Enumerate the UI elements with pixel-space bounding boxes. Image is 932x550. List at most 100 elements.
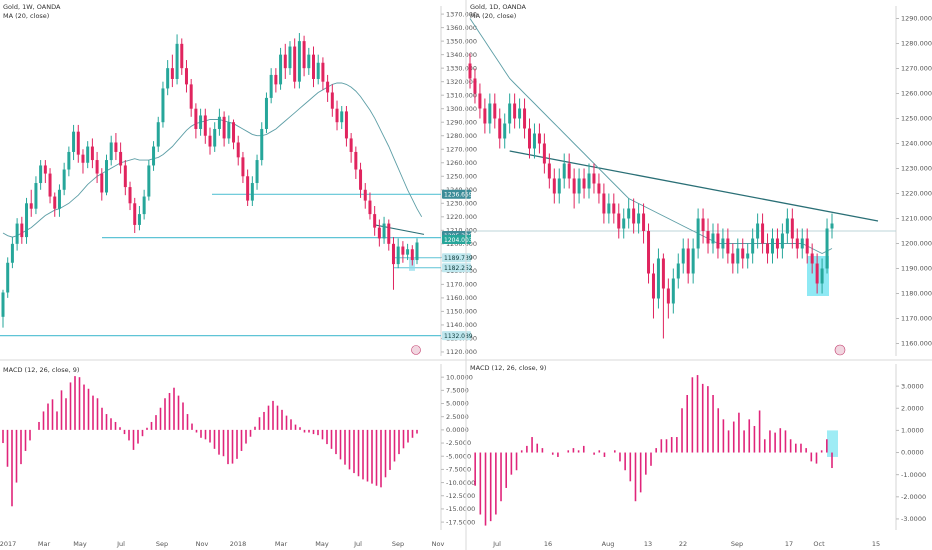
weekly-candle-body [156, 122, 160, 147]
weekly-tag-1182-bg [442, 263, 471, 273]
1-xtick-label: Sep [156, 540, 168, 548]
daily-candle-body [770, 238, 774, 254]
weekly-candle-body [184, 68, 188, 85]
daily-candle-body [795, 238, 799, 249]
daily-macd-panel: 3.0000 2.0000 1.0000 0.0000 -1.0000 -2.0000 -3… [474, 364, 926, 548]
1-ytick-label: -15.0000 [446, 505, 475, 513]
weekly-candle-body [29, 203, 33, 209]
0-ytick-label: 1330.000 [446, 64, 477, 72]
daily-candle-body [478, 93, 482, 109]
daily-candle-body [582, 178, 586, 189]
1-xtick-label: Sep [392, 540, 404, 548]
3-xtick-label: 17 [785, 540, 793, 548]
1-xtick-label: Nov [432, 540, 445, 548]
daily-candle-body [542, 143, 546, 164]
daily-candle-body [592, 173, 596, 184]
weekly-candle-body [391, 243, 395, 265]
daily-candle-body [632, 208, 636, 224]
weekly-candle-body [227, 122, 231, 139]
1-ytick-label: 7.5000 [446, 387, 469, 395]
0-ytick-label: 1210.000 [446, 227, 477, 235]
daily-price-panel: 1160.000 1170.000 1180.000 1190.000 1200.000… [465, 0, 932, 550]
weekly-candle-body [217, 116, 221, 129]
daily-candle-body [810, 253, 814, 264]
0-ytick-label: 1290.000 [446, 118, 477, 126]
2-ytick-label: 1250.000 [901, 115, 932, 123]
weekly-candle-body [95, 160, 99, 174]
2-ytick-label: 1170.000 [901, 315, 932, 323]
weekly-candle-body [128, 187, 132, 204]
3-ytick-label: 2.0000 [901, 404, 924, 412]
3-ytick-label: 0.0000 [901, 449, 924, 457]
weekly-candle-body [137, 214, 141, 225]
weekly-candle-body [241, 157, 245, 177]
daily-candle-body [726, 238, 730, 254]
3-ytick-label: -2.0000 [901, 493, 926, 501]
daily-candle-body [751, 238, 755, 254]
weekly-tag-1182: 1182.252 [444, 265, 473, 272]
weekly-candle-body [57, 189, 61, 209]
daily-candle-body [562, 163, 566, 179]
weekly-candle-body [373, 214, 377, 228]
weekly-tag-1204: 1204.003 [444, 237, 473, 244]
daily-candle-body [622, 218, 626, 229]
1-ytick-label: 5.0000 [446, 400, 469, 408]
weekly-candle-body [382, 223, 386, 239]
weekly-tag-1236: 1236.659 [444, 192, 473, 199]
0-ytick-label: 1340.000 [446, 51, 477, 59]
daily-candle-body [825, 228, 829, 269]
0-ytick-label: 1280.000 [446, 132, 477, 140]
weekly-candle-body [269, 74, 273, 98]
daily-candle-body [547, 163, 551, 179]
3-ytick-label: -1.0000 [901, 471, 926, 479]
weekly-candle-body [279, 54, 283, 85]
daily-candle-body [532, 133, 536, 149]
weekly-tag-1204-bg [442, 235, 471, 245]
weekly-candle-body [344, 111, 348, 139]
daily-candle-body [557, 178, 561, 194]
0-ytick-label: 1370.000 [446, 10, 477, 18]
0-ytick-label: 1350.000 [446, 37, 477, 45]
daily-candle-body [627, 208, 631, 219]
weekly-candle-body [72, 131, 76, 152]
3-xtick-label: Sep [731, 540, 743, 548]
1-xtick-label: May [315, 540, 329, 548]
weekly-candle-body [312, 54, 315, 79]
daily-candle-body [830, 223, 834, 229]
2-ytick-label: 1160.000 [901, 340, 932, 348]
daily-candle-body [523, 108, 527, 129]
weekly-candle-body [264, 97, 268, 129]
weekly-candle-body [222, 116, 226, 139]
1-ytick-label: -2.5000 [446, 439, 471, 447]
3-ytick-label: 3.0000 [901, 382, 924, 390]
weekly-candle-body [255, 160, 259, 184]
2-ytick-label: 1290.000 [901, 15, 932, 23]
daily-candle-body [567, 163, 571, 179]
weekly-candle-body [246, 176, 250, 201]
daily-candle-body [716, 233, 720, 249]
weekly-candle-body [109, 142, 113, 161]
1-xtick-label: 2017 [0, 540, 16, 548]
daily-candle-body [572, 178, 576, 194]
weekly-candle-body [410, 249, 414, 261]
0-ytick-label: 1310.000 [446, 91, 477, 99]
2-ytick-label: 1220.000 [901, 190, 932, 198]
weekly-candle-body [152, 146, 156, 166]
weekly-candle-body [297, 41, 301, 82]
weekly-candle-body [401, 246, 405, 255]
daily-candle-body [498, 118, 502, 139]
weekly-candle-body [48, 173, 52, 197]
3-xtick-label: Oct [813, 540, 825, 548]
2-ytick-label: 1200.000 [901, 240, 932, 248]
daily-flag-icon [834, 344, 846, 356]
weekly-candle-body [288, 46, 292, 69]
daily-trendline [509, 150, 879, 222]
daily-candle-body [647, 231, 651, 274]
2-ytick-label: 1260.000 [901, 90, 932, 98]
daily-candle-body [651, 273, 655, 299]
daily-candle-body [691, 248, 695, 274]
1-xtick-label: Jul [353, 540, 362, 548]
weekly-candle-body [67, 151, 71, 170]
daily-candle-body [721, 238, 725, 249]
weekly-candle-body [330, 92, 334, 109]
